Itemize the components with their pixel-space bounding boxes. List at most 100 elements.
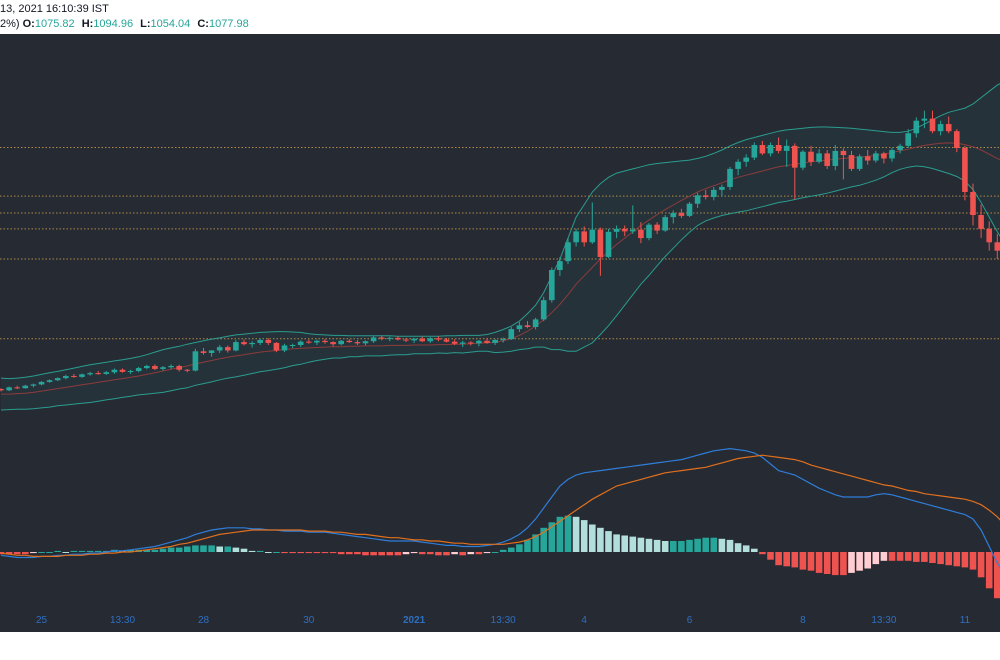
candle-body	[962, 147, 968, 192]
candle-body	[864, 156, 871, 161]
candle-body	[686, 203, 693, 216]
hist-bar-7	[54, 550, 61, 552]
time-label-5: 13:30	[491, 615, 516, 626]
candle-body	[921, 118, 928, 121]
hist-bar-111	[896, 552, 904, 561]
candle-73	[589, 202, 596, 244]
candle-body	[654, 224, 660, 231]
candle-body	[630, 229, 636, 232]
candle-body	[565, 242, 571, 262]
hist-bar-66	[532, 534, 539, 552]
hist-bar-8	[62, 552, 70, 553]
candle-body	[978, 215, 984, 229]
candle-57	[459, 340, 466, 348]
candle-83	[670, 210, 677, 224]
horizontal-levels	[0, 147, 1000, 340]
chart-pane[interactable]: 25 13:30 28 30 2021 13:30 4 6 8 13:30 11	[0, 34, 1000, 632]
candle-71	[573, 228, 579, 247]
candle-body	[759, 145, 766, 154]
hist-bar-31	[248, 550, 256, 552]
candle-7	[54, 377, 61, 382]
candle-20	[160, 365, 166, 371]
candle-body	[362, 341, 369, 344]
hist-bar-36	[289, 552, 296, 554]
candle-54	[435, 336, 442, 342]
candle-body	[6, 387, 12, 391]
candle-96	[775, 137, 782, 154]
candle-101	[816, 149, 822, 164]
hist-bar-46	[370, 552, 377, 556]
hist-bar-54	[435, 552, 442, 556]
candle-body	[621, 228, 628, 232]
candle-41	[330, 341, 336, 347]
candle-body	[581, 231, 587, 243]
candle-47	[378, 335, 385, 341]
time-label-7: 6	[687, 615, 693, 626]
hist-bar-109	[880, 552, 888, 561]
hist-bar-53	[427, 552, 434, 555]
candle-body	[216, 347, 223, 351]
candle-body	[881, 153, 887, 159]
hist-bar-82	[661, 541, 669, 552]
signal-line	[0, 454, 1000, 558]
chart-footer	[0, 632, 1000, 660]
hist-bar-59	[475, 552, 483, 555]
hist-bar-60	[483, 552, 491, 554]
candles[interactable]	[0, 110, 1000, 392]
candle-82	[662, 215, 668, 232]
candle-body	[735, 161, 741, 169]
candle-65	[524, 321, 531, 329]
hist-bar-33	[265, 552, 272, 553]
candle-body	[0, 389, 4, 391]
hist-bar-28	[224, 546, 232, 552]
candle-body	[832, 150, 839, 166]
candle-body	[792, 145, 798, 168]
candle-11	[87, 371, 93, 376]
hist-bar-73	[589, 524, 596, 552]
candle-body	[103, 372, 110, 374]
hist-bar-85	[686, 539, 693, 552]
candle-23	[184, 368, 191, 373]
candle-body	[613, 228, 620, 232]
bollinger-fill	[1, 83, 1000, 410]
candle-8	[63, 374, 69, 380]
hist-bar-100	[807, 552, 815, 571]
candle-body	[532, 319, 539, 327]
chart-svg[interactable]: 25 13:30 28 30 2021 13:30 4 6 8 13:30 11	[0, 34, 1000, 632]
candle-body	[549, 269, 555, 301]
candle-66	[532, 317, 539, 330]
candle-119	[962, 145, 968, 201]
hist-bar-55	[443, 552, 450, 556]
hist-bar-102	[823, 552, 831, 574]
candle-body	[289, 345, 296, 347]
time-label-0: 25	[36, 615, 48, 626]
candle-45	[362, 340, 369, 346]
hist-bar-89	[718, 538, 726, 552]
hist-bar-57	[459, 552, 466, 556]
hist-bar-3	[22, 552, 29, 555]
candle-88	[711, 186, 717, 201]
candle-46	[370, 336, 377, 343]
candle-body	[322, 340, 328, 343]
candle-body	[646, 224, 652, 239]
candle-body	[273, 342, 280, 351]
hist-bar-75	[605, 531, 612, 552]
hist-bar-90	[726, 539, 734, 552]
candle-36	[289, 343, 296, 348]
hist-bar-29	[232, 547, 240, 552]
candle-94	[759, 140, 766, 156]
hist-bar-104	[840, 552, 847, 576]
candle-31	[249, 341, 255, 348]
candle-body	[694, 195, 701, 204]
candle-body	[484, 340, 490, 343]
candle-55	[443, 337, 450, 343]
candle-body	[87, 373, 93, 375]
candle-67	[540, 296, 547, 322]
hist-bar-10	[78, 550, 86, 552]
hist-bar-79	[637, 537, 645, 552]
candle-body	[135, 368, 142, 372]
candle-body	[500, 339, 506, 341]
hist-bar-123	[994, 552, 1000, 599]
hist-bar-113	[913, 552, 920, 562]
candle-body	[314, 340, 320, 343]
